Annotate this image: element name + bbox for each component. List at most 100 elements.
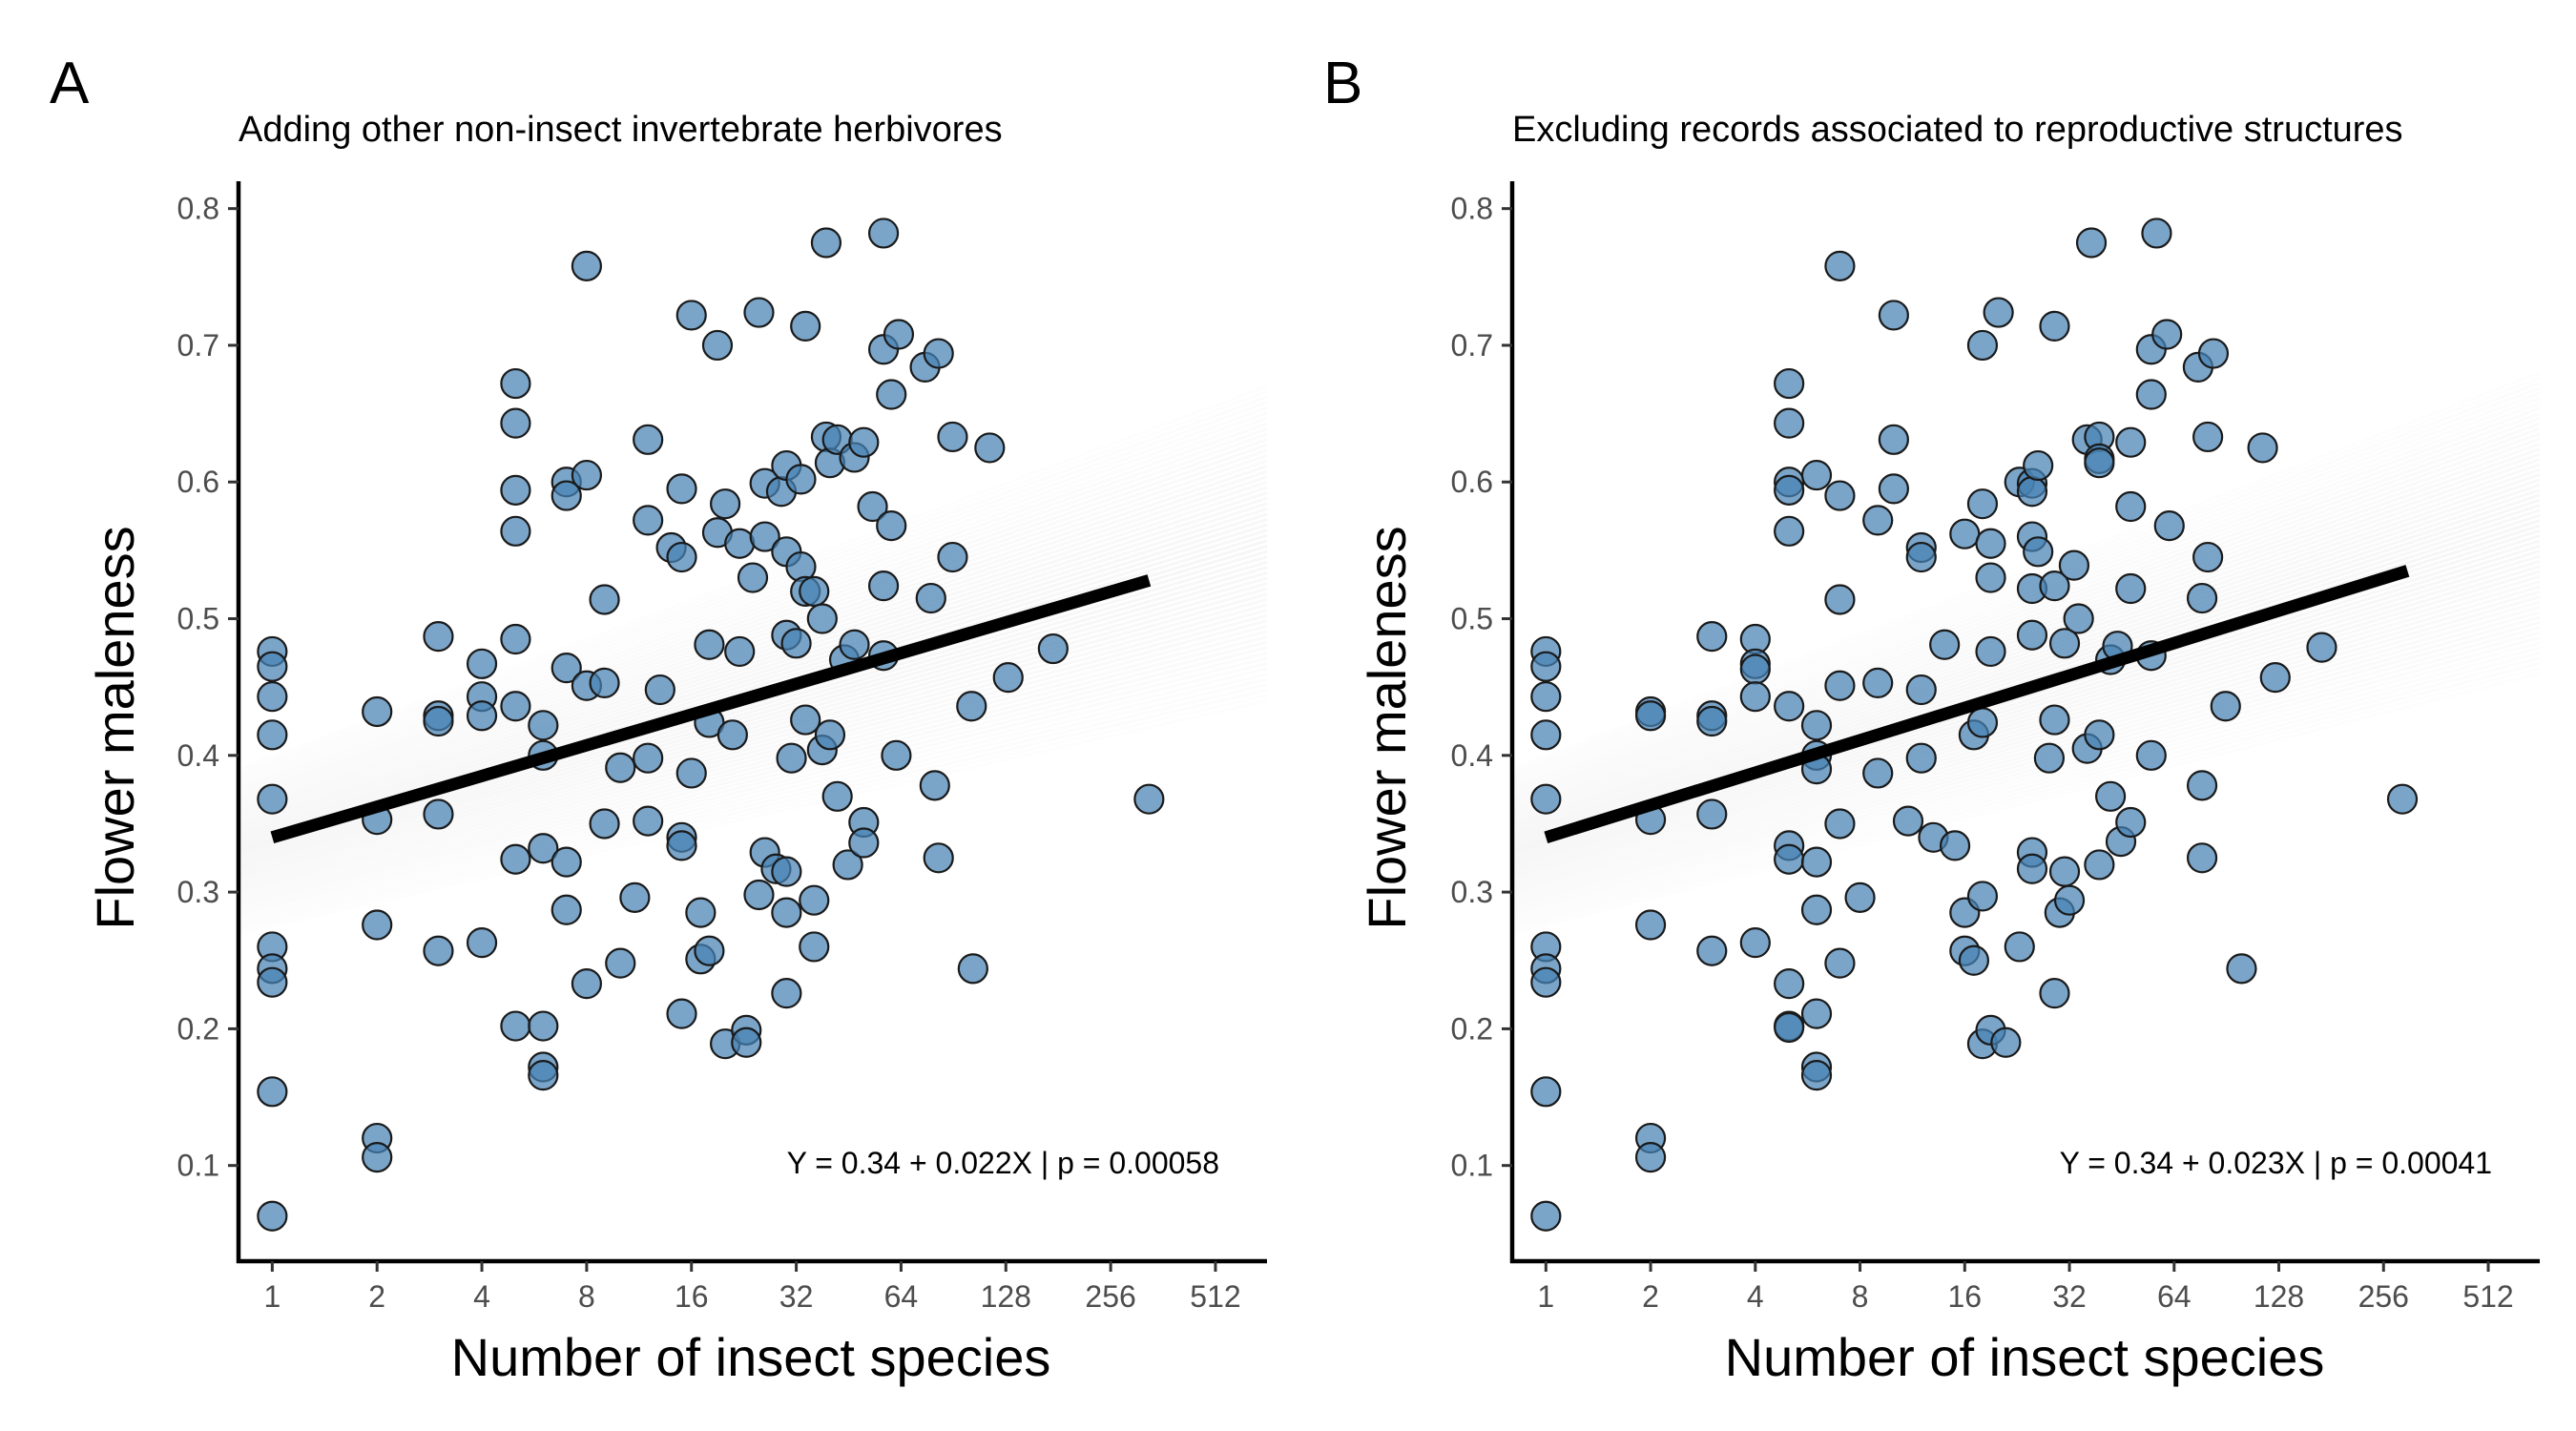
panel-a-data-point	[839, 629, 870, 660]
panel-b-data-point	[2192, 541, 2224, 573]
panel-b-band-line	[1511, 534, 2541, 860]
panel-a-x-tick-label: 512	[1190, 1279, 1240, 1314]
panel-a-data-point	[881, 739, 912, 771]
panel-b-data-point	[2063, 603, 2094, 634]
panel-a-data-point	[551, 653, 582, 684]
panel-b-data-point	[2016, 619, 2048, 651]
panel-b-y-tick-label: 0.6	[1451, 465, 1493, 499]
panel-a-data-point	[685, 897, 717, 928]
panel-a-band-line	[238, 587, 1268, 877]
panel-a-data-point	[675, 757, 707, 789]
panel-b-data-point	[2115, 572, 2147, 605]
panel-a-data-point	[528, 710, 559, 741]
panel-b-data-point	[1966, 707, 1999, 738]
panel-b-data-point	[1966, 488, 1999, 520]
panel-a-data-point	[848, 426, 880, 458]
panel-b-data-point	[1824, 250, 1856, 281]
panel-a-data-point	[956, 691, 987, 722]
panel-a-data-point	[776, 742, 807, 774]
panel-b-data-point	[1530, 1200, 1562, 1232]
panel-b-data-point	[2115, 806, 2147, 839]
panel-a-data-point	[666, 830, 697, 861]
panel-b-y-tick-label: 0.1	[1451, 1149, 1493, 1183]
panel-b-data-point	[1774, 843, 1805, 875]
panel-b-data-point	[1530, 651, 1562, 682]
panel-b-band-line	[1511, 631, 2541, 913]
panel-b-x-axis-title: Number of insect species	[1725, 1327, 2325, 1387]
panel-a-axes: 0.1 0.2 0.3 0.4 0.5 0.6 0.7 0.8 1 2 4 8 16 32 64 128 256…	[177, 181, 1267, 1314]
panel-b-regression-annotation: Y = 0.34 + 0.023X | p = 0.00041	[2060, 1146, 2492, 1180]
panel-a-data-point	[466, 700, 498, 732]
panel-b-x-tick-label: 8	[1852, 1279, 1869, 1314]
panel-b-axes: 0.1 0.2 0.3 0.4 0.5 0.6 0.7 0.8 1 2 4 8 16 32 64 128 256…	[1451, 181, 2540, 1314]
panel-a-data-point	[1037, 633, 1069, 665]
panel-a-x-tick-label: 256	[1085, 1279, 1135, 1314]
panel-b-title: Excluding records associated to reproduc…	[1512, 110, 2403, 150]
panel-a-data-point	[867, 570, 900, 602]
panel-a-band-line	[238, 683, 1268, 926]
panel-b-data-point	[2186, 770, 2218, 801]
panel-b-data-point	[1966, 329, 1999, 362]
panel-a-band-line	[238, 571, 1268, 868]
panel-b-fit-line	[1544, 565, 2410, 844]
panel-a-data-point	[992, 662, 1024, 694]
panel-b-letter: B	[1323, 51, 1362, 116]
panel-b-data-point	[1634, 1141, 1667, 1173]
panel-b-data-point	[1530, 783, 1562, 815]
panel-b-data-point	[2033, 742, 2066, 774]
panel-b-x-tick-label: 1	[1537, 1279, 1554, 1314]
panel-a-data-point	[974, 432, 1006, 464]
panel-a-band-line	[238, 673, 1268, 921]
panel-a-title: Adding other non-insect invertebrate her…	[239, 110, 1003, 150]
panel-b-data-point	[2386, 783, 2419, 815]
panel-b-data-point	[2004, 931, 2035, 963]
panel-b-data-point	[2016, 853, 2048, 884]
panel-a-data-point	[810, 227, 842, 259]
panel-a-x-tick-label: 128	[981, 1279, 1031, 1314]
panel-a-data-point	[867, 218, 900, 249]
panel-b-data-point	[2186, 582, 2218, 614]
panel-a-band-line	[238, 448, 1268, 804]
panel-b-band-line	[1511, 483, 2541, 832]
panel-b-y-tick-label: 0.4	[1451, 738, 1493, 773]
panel-b-band-line	[1511, 656, 2541, 926]
panel-a-band-line	[238, 699, 1268, 935]
panel-a-data-point	[528, 1010, 559, 1042]
panel-b-band-line	[1511, 422, 2541, 798]
panel-a-x-tick-label: 64	[884, 1279, 919, 1314]
panel-b-data-point	[1824, 480, 1856, 511]
panel-a-data-point	[675, 300, 707, 331]
panel-a-data-point	[743, 297, 775, 328]
panel-a-data-point	[771, 978, 802, 1009]
panel-b-band-line	[1511, 371, 2541, 771]
panel-a-data-point	[362, 1141, 393, 1173]
panel-b-band-line	[1511, 652, 2541, 923]
panel-b-data-point	[2016, 476, 2048, 508]
panel-a-band-line	[238, 582, 1268, 874]
panel-a-data-point	[923, 338, 954, 369]
panel-b-x-tick-label: 4	[1747, 1279, 1764, 1314]
panel-b-x-tick-label: 16	[1948, 1279, 1983, 1314]
panel-a-band-line	[238, 651, 1268, 910]
panel-b-data-point	[2039, 978, 2070, 1009]
panel-b-y-tick-label: 0.2	[1451, 1011, 1493, 1046]
panel-a-band-line	[238, 422, 1268, 790]
panel-a-data-point	[423, 621, 454, 653]
panel-a-data-point	[883, 319, 915, 350]
panel-a-band-line	[238, 592, 1268, 880]
panel-a-data-point	[717, 719, 748, 751]
panel-a-band-line	[238, 512, 1268, 838]
panel-b-band-line	[1511, 661, 2541, 929]
panel-a-data-point	[500, 623, 531, 655]
panel-a-band-line	[238, 597, 1268, 882]
panel-b-band-line	[1511, 559, 2541, 874]
panel-a-data-point	[257, 719, 288, 751]
panel-b-data-point	[1774, 474, 1805, 506]
panel-a-data-point	[731, 1027, 762, 1058]
panel-b-uncertainty-band	[1511, 371, 2541, 935]
panel-a-band-line	[238, 427, 1268, 793]
panel-b-data-point	[1774, 407, 1805, 439]
panel-b-band-line	[1511, 605, 2541, 899]
panel-b-data-point	[1530, 966, 1562, 998]
panel-b-data-point	[1634, 909, 1667, 941]
